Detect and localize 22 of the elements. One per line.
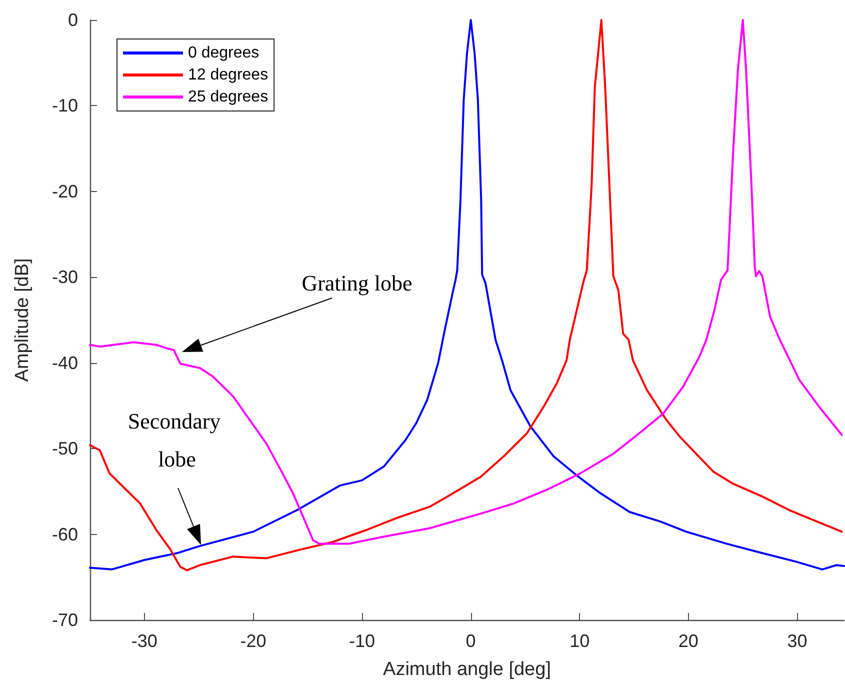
y-tick-label: -70 (52, 610, 78, 630)
legend-label: 0 degrees (188, 44, 260, 62)
annotation: Grating lobe (302, 270, 412, 296)
x-tick-label: 20 (678, 631, 698, 651)
x-tick-label: -30 (131, 631, 158, 651)
y-tick-label: -50 (52, 438, 78, 459)
legend-label: 25 degrees (188, 88, 268, 106)
x-axis-title: Azimuth angle [deg] (383, 659, 551, 680)
y-tick-label: -60 (52, 524, 78, 544)
x-tick-label: -20 (240, 631, 266, 651)
legend-label: 12 degrees (188, 66, 268, 84)
annotation: Secondary lobe (128, 408, 226, 472)
y-axis-title: Amplitude [dB] (12, 258, 33, 382)
x-tick-label: 30 (787, 631, 808, 651)
y-tick-label: 0 (68, 10, 78, 30)
y-tick-label: -10 (52, 96, 78, 116)
y-tick-label: -30 (52, 267, 78, 288)
y-tick-label: -20 (52, 181, 78, 202)
x-tick-label: -10 (349, 631, 376, 651)
x-tick-label: 0 (466, 631, 476, 651)
y-tick-label: -40 (52, 352, 78, 373)
x-tick-label: 10 (570, 631, 590, 651)
